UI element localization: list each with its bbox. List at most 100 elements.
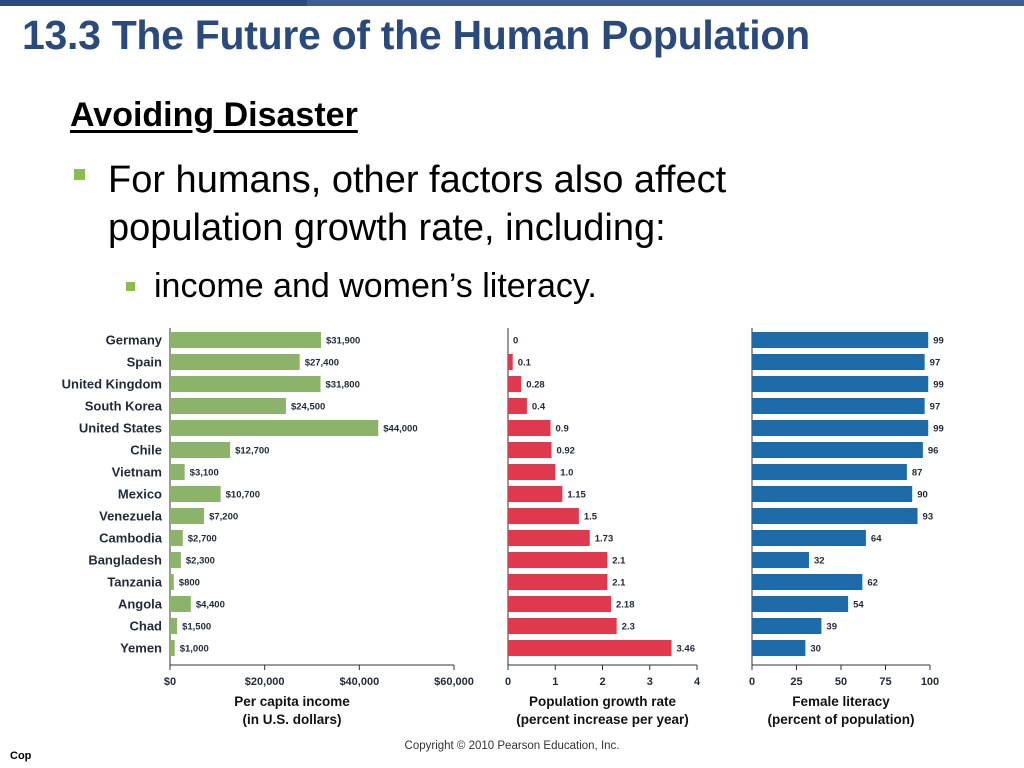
growth-value-label: 1.5	[584, 512, 598, 523]
income-value-label: $12,700	[235, 446, 269, 457]
growth-bar	[508, 596, 612, 612]
bullet-text-2: income and women’s literacy.	[154, 267, 597, 305]
literacy-value-label: 64	[871, 534, 882, 545]
growth-tick-label: 1	[552, 676, 558, 688]
income-value-label: $3,100	[190, 468, 219, 479]
literacy-value-label: 96	[928, 446, 939, 457]
literacy-value-label: 87	[912, 468, 923, 479]
growth-bar	[508, 442, 552, 458]
income-value-label: $27,400	[305, 358, 339, 369]
growth-value-label: 0.4	[532, 402, 546, 413]
category-label: Venezuela	[99, 509, 163, 524]
growth-tick-label: 4	[694, 676, 701, 688]
growth-bar	[508, 574, 608, 590]
section-heading: Avoiding Disaster	[70, 96, 358, 134]
literacy-tick-label: 50	[835, 676, 847, 688]
income-tick-label: $60,000	[434, 676, 474, 688]
income-value-label: $10,700	[226, 490, 260, 501]
income-value-label: $31,900	[326, 336, 360, 347]
income-bar	[170, 530, 183, 546]
category-label: United Kingdom	[62, 377, 162, 392]
literacy-value-label: 99	[933, 336, 944, 347]
literacy-bar	[752, 398, 925, 414]
growth-bar	[508, 640, 672, 656]
growth-tick-label: 0	[505, 676, 511, 688]
literacy-bar	[752, 420, 929, 436]
income-bar	[170, 442, 231, 458]
growth-bar	[508, 398, 527, 414]
growth-axis-title: Population growth rate	[529, 694, 676, 709]
income-axis-subtitle: (in U.S. dollars)	[242, 712, 341, 727]
income-value-label: $24,500	[291, 402, 325, 413]
literacy-value-label: 97	[930, 402, 941, 413]
literacy-tick-label: 75	[879, 676, 891, 688]
income-bar	[170, 398, 286, 414]
income-bar	[170, 464, 185, 480]
literacy-bar	[752, 596, 849, 612]
income-value-label: $1,000	[180, 644, 209, 655]
literacy-value-label: 54	[853, 600, 864, 611]
income-value-label: $2,700	[188, 534, 217, 545]
category-label: Vietnam	[112, 465, 162, 480]
category-label: United States	[79, 421, 162, 436]
sub-bullet-square-icon	[126, 282, 135, 291]
income-value-label: $1,500	[182, 622, 211, 633]
category-label: Spain	[127, 355, 162, 370]
growth-bar	[508, 530, 590, 546]
growth-value-label: 0	[513, 336, 518, 347]
income-value-label: $4,400	[196, 600, 225, 611]
category-label: Bangladesh	[88, 553, 162, 568]
literacy-bar	[752, 376, 929, 392]
income-value-label: $2,300	[186, 556, 215, 567]
literacy-value-label: 39	[826, 622, 837, 633]
category-label: Chad	[130, 619, 163, 634]
income-bar	[170, 420, 379, 436]
category-label: Chile	[130, 443, 162, 458]
income-value-label: $31,800	[326, 380, 360, 391]
growth-value-label: 2.3	[622, 622, 635, 633]
literacy-bar	[752, 640, 806, 656]
top-accent-bar-right	[307, 0, 1024, 6]
literacy-value-label: 99	[933, 424, 944, 435]
growth-bar	[508, 354, 513, 370]
income-value-label: $800	[179, 578, 200, 589]
category-label: Germany	[106, 333, 163, 348]
category-label: Cambodia	[99, 531, 163, 546]
literacy-bar	[752, 464, 907, 480]
literacy-bar	[752, 530, 866, 546]
growth-value-label: 0.9	[556, 424, 569, 435]
growth-value-label: 0.92	[556, 446, 575, 457]
growth-value-label: 3.46	[676, 644, 695, 655]
income-axis-title: Per capita income	[234, 694, 350, 709]
bullet-square-icon	[74, 169, 85, 180]
literacy-value-label: 90	[917, 490, 928, 501]
copyright-notice: Copyright © 2010 Pearson Education, Inc.	[404, 740, 620, 752]
income-bar	[170, 574, 174, 590]
category-label: Yemen	[120, 641, 162, 656]
literacy-tick-label: 100	[921, 676, 939, 688]
literacy-value-label: 62	[867, 578, 878, 589]
category-label: Angola	[118, 597, 163, 612]
slide-title: 13.3 The Future of the Human Population	[22, 12, 810, 58]
literacy-axis-subtitle: (percent of population)	[768, 712, 915, 727]
top-accent-bar	[0, 0, 1024, 8]
income-tick-label: $20,000	[245, 676, 285, 688]
growth-value-label: 1.0	[560, 468, 573, 479]
bullet-text-1: For humans, other factors also affect po…	[108, 159, 727, 249]
literacy-value-label: 99	[933, 380, 944, 391]
literacy-value-label: 30	[810, 644, 821, 655]
literacy-bar	[752, 508, 918, 524]
growth-bar	[508, 508, 579, 524]
income-bar	[170, 596, 191, 612]
literacy-bar	[752, 442, 923, 458]
growth-axis-subtitle: (percent increase per year)	[516, 712, 689, 727]
growth-value-label: 0.1	[518, 358, 532, 369]
income-bar	[170, 332, 321, 348]
growth-bar	[508, 486, 563, 502]
category-label: South Korea	[85, 399, 163, 414]
literacy-tick-label: 25	[790, 676, 802, 688]
income-bar	[170, 508, 205, 524]
growth-bar	[508, 376, 522, 392]
literacy-bar	[752, 574, 863, 590]
income-tick-label: $40,000	[339, 676, 379, 688]
